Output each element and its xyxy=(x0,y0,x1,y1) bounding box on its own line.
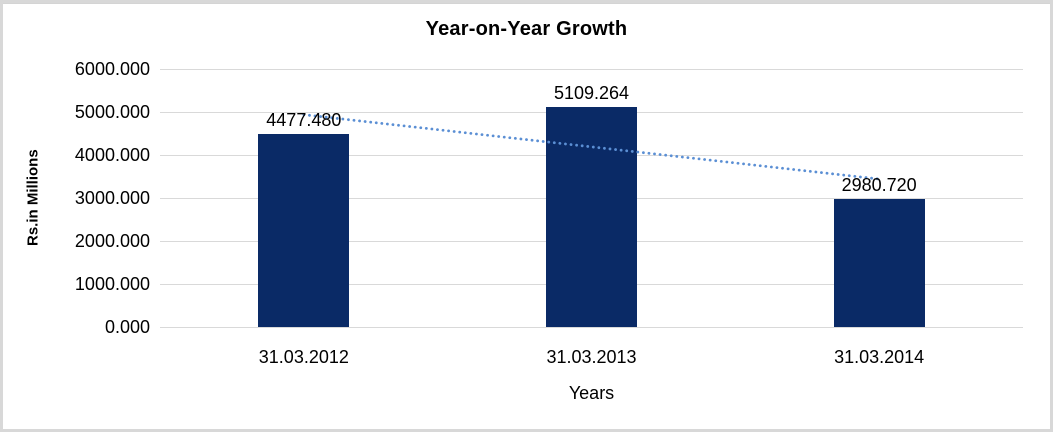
bar-value-label: 2980.720 xyxy=(841,174,917,195)
bar xyxy=(833,198,925,327)
y-tick-label: 6000.000 xyxy=(74,59,150,79)
x-tick-label: 31.03.2012 xyxy=(258,347,349,367)
y-tick-label: 5000.000 xyxy=(74,102,150,122)
x-axis-title: Years xyxy=(568,383,615,403)
x-tick-label: 31.03.2013 xyxy=(546,347,637,367)
x-tick-label: 31.03.2014 xyxy=(834,347,925,367)
trendline-dotted xyxy=(302,113,881,181)
bar-value-label: 5109.264 xyxy=(553,83,630,104)
chart-title: Year-on-Year Growth xyxy=(425,18,628,40)
y-tick-label: 3000.000 xyxy=(74,188,150,208)
bar xyxy=(258,134,350,327)
y-tick-label: 4000.000 xyxy=(74,145,150,165)
bar-value-label: 4477.480 xyxy=(266,110,342,131)
gridline xyxy=(160,69,1023,70)
gridline xyxy=(160,327,1023,328)
y-tick-label: 0.000 xyxy=(104,317,150,337)
y-tick-label: 1000.000 xyxy=(74,274,150,294)
y-tick-label: 2000.000 xyxy=(74,231,150,251)
